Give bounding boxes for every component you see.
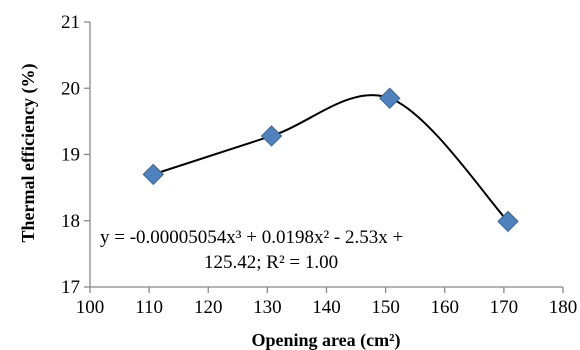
data-point-marker <box>142 163 164 186</box>
y-tick-label: 17 <box>61 277 80 298</box>
data-point-marker <box>260 125 283 147</box>
x-tick-label: 100 <box>76 297 105 318</box>
y-tick-label: 19 <box>61 145 80 166</box>
x-tick-label: 120 <box>194 297 223 318</box>
x-tick-label: 140 <box>312 297 341 318</box>
equation-line-2: 125.42; R² = 1.00 <box>204 252 338 273</box>
x-tick-label: 130 <box>253 297 282 318</box>
equation-line-1: y = -0.00005054x³ + 0.0198x² - 2.53x + <box>100 227 403 248</box>
y-tick-label: 18 <box>61 211 80 232</box>
x-tick-label: 160 <box>431 297 460 318</box>
x-tick-label: 150 <box>371 297 400 318</box>
data-point-marker <box>379 87 401 109</box>
x-tick-label: 110 <box>135 297 163 318</box>
y-tick-label: 21 <box>61 12 80 33</box>
x-tick-label: 180 <box>549 297 578 318</box>
trendline-group <box>152 94 509 223</box>
x-axis-title: Opening area (cm²) <box>251 330 400 350</box>
x-tick-label: 170 <box>490 297 519 318</box>
tick-marks: 17 18 19 20 21 100 110 120 130 140 150 160 170 180 <box>61 12 577 318</box>
y-axis-title: Thermal efficiency (%) <box>18 64 39 243</box>
trendline <box>152 94 509 223</box>
data-points <box>142 87 519 233</box>
y-tick-label: 20 <box>61 78 80 99</box>
data-point-marker <box>497 210 519 233</box>
